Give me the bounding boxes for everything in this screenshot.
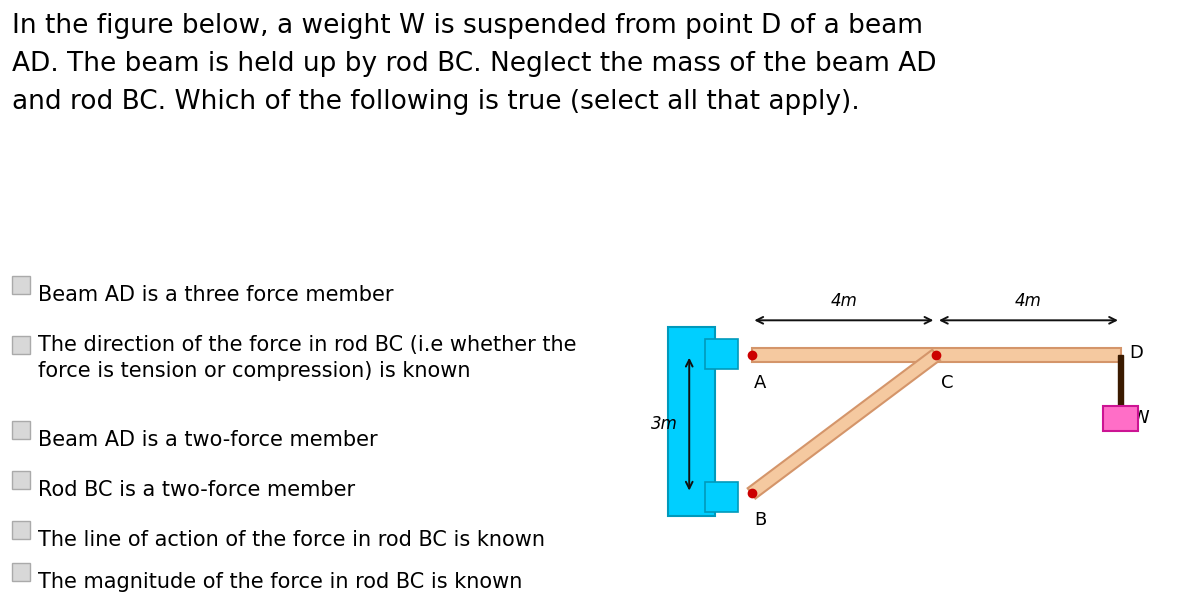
Text: W: W xyxy=(1130,409,1148,427)
Bar xyxy=(706,482,738,512)
Bar xyxy=(1118,355,1123,406)
Bar xyxy=(12,336,30,354)
Text: D: D xyxy=(1129,344,1142,362)
Bar xyxy=(706,339,738,369)
Bar xyxy=(751,348,1121,362)
Bar xyxy=(12,521,30,539)
Bar xyxy=(12,421,30,439)
Text: Beam AD is a two-force member: Beam AD is a two-force member xyxy=(38,430,378,450)
Bar xyxy=(668,327,715,517)
Polygon shape xyxy=(748,350,940,498)
Text: The direction of the force in rod BC (i.e whether the
force is tension or compre: The direction of the force in rod BC (i.… xyxy=(38,335,576,381)
Text: Beam AD is a three force member: Beam AD is a three force member xyxy=(38,285,394,305)
Bar xyxy=(12,276,30,294)
Text: AD. The beam is held up by rod BC. Neglect the mass of the beam AD: AD. The beam is held up by rod BC. Negle… xyxy=(12,51,936,77)
Text: In the figure below, a weight W is suspended from point D of a beam: In the figure below, a weight W is suspe… xyxy=(12,13,923,39)
Text: The magnitude of the force in rod BC is known: The magnitude of the force in rod BC is … xyxy=(38,572,522,592)
Text: 4m: 4m xyxy=(830,292,857,310)
Text: A: A xyxy=(754,375,767,392)
Text: The line of action of the force in rod BC is known: The line of action of the force in rod B… xyxy=(38,530,545,550)
Text: and rod BC. Which of the following is true (select all that apply).: and rod BC. Which of the following is tr… xyxy=(12,89,859,115)
Text: 4m: 4m xyxy=(1015,292,1042,310)
Text: B: B xyxy=(754,511,766,529)
Bar xyxy=(1104,406,1138,431)
Bar xyxy=(12,471,30,489)
Text: 3m: 3m xyxy=(650,415,678,433)
Bar xyxy=(12,563,30,581)
Text: Rod BC is a two-force member: Rod BC is a two-force member xyxy=(38,480,355,500)
Text: C: C xyxy=(941,375,953,392)
